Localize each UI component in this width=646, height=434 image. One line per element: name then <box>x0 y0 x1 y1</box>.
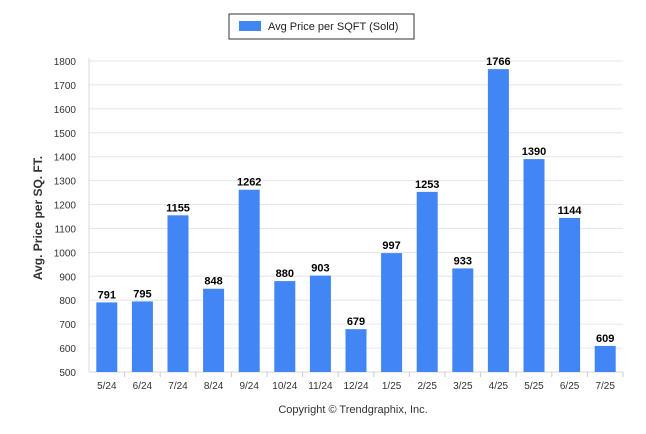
data-label: 609 <box>596 333 614 345</box>
bar <box>167 215 189 372</box>
x-tick-label: 9/24 <box>239 381 259 392</box>
data-label: 848 <box>204 276 222 288</box>
y-tick-label: 1400 <box>54 153 77 164</box>
y-tick-label: 800 <box>59 296 76 307</box>
bar <box>309 275 331 372</box>
x-tick-label: 7/25 <box>595 381 615 392</box>
y-tick-label: 1100 <box>54 224 76 235</box>
x-tick-label: 5/24 <box>97 381 117 392</box>
copyright-text: Copyright © Trendgraphix, Inc. <box>278 404 427 416</box>
y-tick-label: 1500 <box>54 129 77 140</box>
bar <box>203 288 225 372</box>
legend-label: Avg Price per SQFT (Sold) <box>268 21 398 33</box>
data-label: 997 <box>382 240 400 252</box>
x-tick-label: 2/25 <box>417 381 437 392</box>
bar <box>345 329 367 372</box>
data-labels: 791 795 1155 848 1262 880 903 679 997 1253 933 1766… <box>98 56 615 345</box>
bar <box>416 191 438 372</box>
data-label: 1144 <box>558 205 583 217</box>
x-tick-label: 6/25 <box>560 381 580 392</box>
bar <box>487 69 509 372</box>
bar <box>238 189 260 372</box>
y-tick-label: 1300 <box>54 177 77 188</box>
bar <box>594 345 616 372</box>
y-tick-label: 1000 <box>54 248 77 259</box>
bar <box>452 268 474 372</box>
y-tick-label: 600 <box>59 344 76 355</box>
data-label: 1390 <box>522 146 546 158</box>
x-tick-label: 11/24 <box>308 381 333 392</box>
x-tick-label: 1/25 <box>382 381 402 392</box>
data-label: 1262 <box>237 177 261 189</box>
x-tick-label: 3/25 <box>453 381 473 392</box>
y-tick-label: 900 <box>59 272 76 283</box>
bar <box>131 301 153 372</box>
data-label: 933 <box>454 255 472 267</box>
data-label: 791 <box>98 289 116 301</box>
y-axis-label: Avg. Price per SQ. FT. <box>31 156 45 280</box>
x-tick-label: 7/24 <box>168 381 188 392</box>
x-tick-label: 5/25 <box>524 381 544 392</box>
x-tick-label: 4/25 <box>489 381 509 392</box>
data-label: 1155 <box>166 202 190 214</box>
data-label: 1766 <box>486 56 510 68</box>
bar <box>96 302 118 372</box>
y-tick-label: 500 <box>59 368 76 379</box>
legend: Avg Price per SQFT (Sold) <box>228 13 415 40</box>
y-tick-label: 1600 <box>54 105 77 116</box>
x-tick-label: 6/24 <box>133 381 153 392</box>
y-tick-label: 700 <box>59 320 76 331</box>
bar <box>523 159 545 372</box>
data-label: 880 <box>276 268 294 280</box>
y-tick-label: 1800 <box>54 57 77 68</box>
x-tick-label: 12/24 <box>343 381 368 392</box>
bar <box>381 253 403 372</box>
bar <box>274 281 296 372</box>
x-axis: 5/24 6/24 7/24 8/24 9/24 10/24 11/24 12/24 1/25 2… <box>97 372 624 392</box>
x-tick-label: 8/24 <box>204 381 224 392</box>
data-label: 903 <box>311 263 329 275</box>
data-label: 679 <box>347 316 365 328</box>
x-tick-label: 10/24 <box>272 381 297 392</box>
bar <box>559 217 581 372</box>
legend-swatch <box>239 21 261 31</box>
y-tick-label: 1200 <box>54 201 77 212</box>
data-label: 1253 <box>415 179 439 191</box>
data-label: 795 <box>133 288 151 300</box>
bars <box>96 69 616 372</box>
y-tick-label: 1700 <box>54 81 77 92</box>
